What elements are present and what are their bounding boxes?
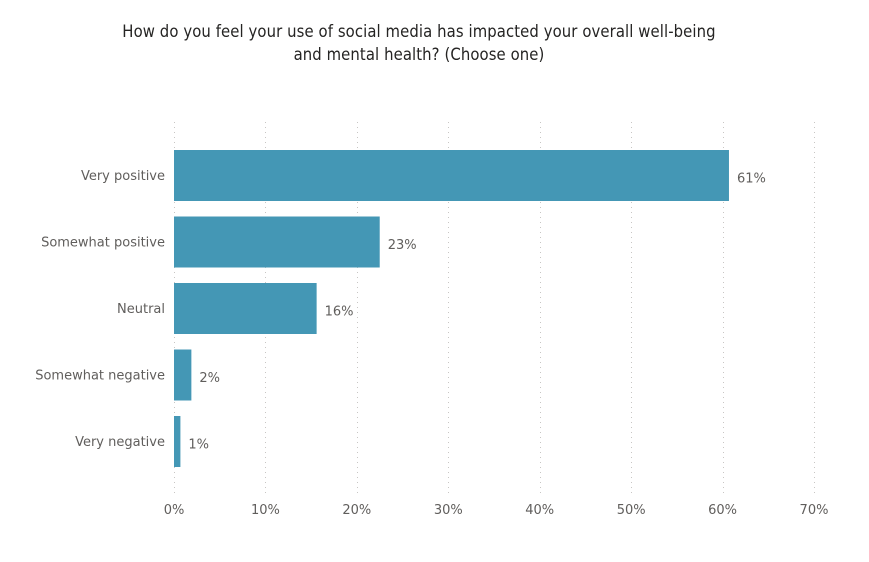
x-tick-label: 70% xyxy=(800,503,829,518)
bar-somewhat-positive[interactable] xyxy=(174,216,380,268)
x-tick-label: 10% xyxy=(251,503,280,518)
data-label: 61% xyxy=(737,172,766,187)
bars xyxy=(174,150,729,467)
category-labels: Very positive Somewhat positive Neutral Som… xyxy=(35,169,165,450)
x-tick-label: 40% xyxy=(525,503,554,518)
bar-very-positive[interactable] xyxy=(174,150,729,201)
category-label: Somewhat negative xyxy=(35,369,165,384)
data-label: 16% xyxy=(325,305,354,320)
data-label: 2% xyxy=(199,371,220,386)
chart-title-line-2: and mental health? (Choose one) xyxy=(293,45,545,64)
category-label: Very positive xyxy=(81,169,165,184)
x-tick-label: 60% xyxy=(708,503,737,518)
category-label: Very negative xyxy=(75,435,165,450)
data-label: 23% xyxy=(388,238,417,253)
x-axis-tick-labels: 0% 10% 20% 30% 40% 50% 60% 70% xyxy=(164,503,829,518)
category-label: Neutral xyxy=(117,302,165,317)
data-labels: 61% 23% 16% 2% 1% xyxy=(188,172,765,453)
bar-somewhat-negative[interactable] xyxy=(174,349,192,401)
x-tick-label: 50% xyxy=(617,503,646,518)
x-tick-label: 0% xyxy=(164,503,185,518)
chart-title: How do you feel your use of social media… xyxy=(0,20,838,66)
bar-neutral[interactable] xyxy=(174,283,317,334)
bar-very-negative[interactable] xyxy=(174,416,181,467)
x-tick-label: 30% xyxy=(434,503,463,518)
chart-title-line-1: How do you feel your use of social media… xyxy=(122,22,716,41)
data-label: 1% xyxy=(188,438,209,453)
x-tick-label: 20% xyxy=(342,503,371,518)
category-label: Somewhat positive xyxy=(41,236,165,251)
